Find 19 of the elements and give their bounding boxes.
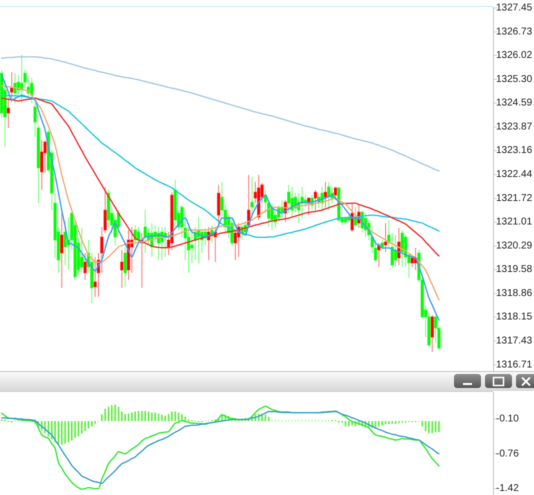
y-tick-label: 1316.71 bbox=[496, 360, 533, 371]
y-tick-label: -1.42 bbox=[496, 483, 520, 494]
y-tick-label: 1326.02 bbox=[496, 50, 533, 62]
y-tick-label: 1326.73 bbox=[496, 26, 533, 38]
y-tick-label: 1321.01 bbox=[496, 216, 533, 228]
y-tick-label: -0.10 bbox=[496, 413, 520, 424]
y-tick-label: 1323.16 bbox=[496, 145, 533, 156]
y-tick-label: 1325.30 bbox=[496, 74, 533, 85]
y-tick-label: 1322.44 bbox=[496, 169, 533, 180]
y-tick-label: 1327.45 bbox=[496, 2, 533, 14]
y-tick-label: 1321.72 bbox=[496, 192, 533, 204]
y-tick-label: 1324.59 bbox=[496, 98, 533, 109]
y-tick-label: -0.76 bbox=[496, 448, 520, 460]
y-tick-label: 1319.58 bbox=[496, 264, 533, 276]
y-tick-label: 1317.43 bbox=[496, 336, 533, 347]
y-tick-label: 1323.87 bbox=[496, 122, 533, 133]
y-tick-label: 1320.29 bbox=[496, 240, 533, 252]
y-tick-label: 1318.86 bbox=[496, 288, 533, 300]
y-tick-label: 1318.15 bbox=[496, 312, 533, 323]
